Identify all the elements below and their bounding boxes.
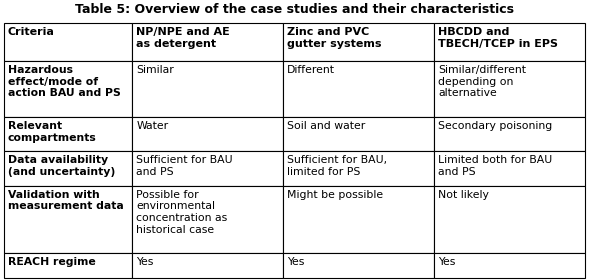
Text: Yes: Yes (136, 257, 154, 267)
Text: Relevant
compartments: Relevant compartments (8, 121, 97, 143)
Bar (283, 23, 434, 61)
Bar (283, 61, 434, 117)
Text: Table 5: Overview of the case studies and their characteristics: Table 5: Overview of the case studies an… (75, 3, 514, 16)
Text: Soil and water: Soil and water (287, 121, 365, 131)
Bar (133, 186, 283, 253)
Text: Water: Water (136, 121, 168, 131)
Bar (4, 253, 133, 278)
Bar (434, 253, 585, 278)
Bar (283, 117, 434, 151)
Text: Might be possible: Might be possible (287, 190, 383, 200)
Bar (4, 23, 133, 61)
Bar (434, 23, 585, 61)
Bar (133, 23, 283, 61)
Bar (133, 117, 283, 151)
Bar (434, 117, 585, 151)
Bar (4, 61, 133, 117)
Text: REACH regime: REACH regime (8, 257, 96, 267)
Text: Limited both for BAU
and PS: Limited both for BAU and PS (438, 155, 552, 177)
Text: Yes: Yes (438, 257, 455, 267)
Text: Zinc and PVC
gutter systems: Zinc and PVC gutter systems (287, 27, 382, 49)
Text: Yes: Yes (287, 257, 305, 267)
Text: Similar: Similar (136, 65, 174, 75)
Text: Sufficient for BAU
and PS: Sufficient for BAU and PS (136, 155, 233, 177)
Bar (4, 186, 133, 253)
Text: Similar/different
depending on
alternative: Similar/different depending on alternati… (438, 65, 526, 98)
Bar (283, 253, 434, 278)
Bar (434, 151, 585, 186)
Bar (133, 61, 283, 117)
Text: Sufficient for BAU,
limited for PS: Sufficient for BAU, limited for PS (287, 155, 388, 177)
Text: Criteria: Criteria (8, 27, 55, 37)
Text: Not likely: Not likely (438, 190, 489, 200)
Text: Secondary poisoning: Secondary poisoning (438, 121, 552, 131)
Text: Data availability
(and uncertainty): Data availability (and uncertainty) (8, 155, 115, 177)
Text: NP/NPE and AE
as detergent: NP/NPE and AE as detergent (136, 27, 230, 49)
Bar (283, 186, 434, 253)
Bar (4, 117, 133, 151)
Bar (434, 61, 585, 117)
Text: Hazardous
effect/mode of
action BAU and PS: Hazardous effect/mode of action BAU and … (8, 65, 121, 98)
Text: Possible for
environmental
concentration as
historical case: Possible for environmental concentration… (136, 190, 227, 235)
Bar (133, 151, 283, 186)
Bar (283, 151, 434, 186)
Text: Different: Different (287, 65, 335, 75)
Text: Validation with
measurement data: Validation with measurement data (8, 190, 124, 211)
Bar (434, 186, 585, 253)
Text: HBCDD and
TBECH/TCEP in EPS: HBCDD and TBECH/TCEP in EPS (438, 27, 558, 49)
Bar (4, 151, 133, 186)
Bar (133, 253, 283, 278)
